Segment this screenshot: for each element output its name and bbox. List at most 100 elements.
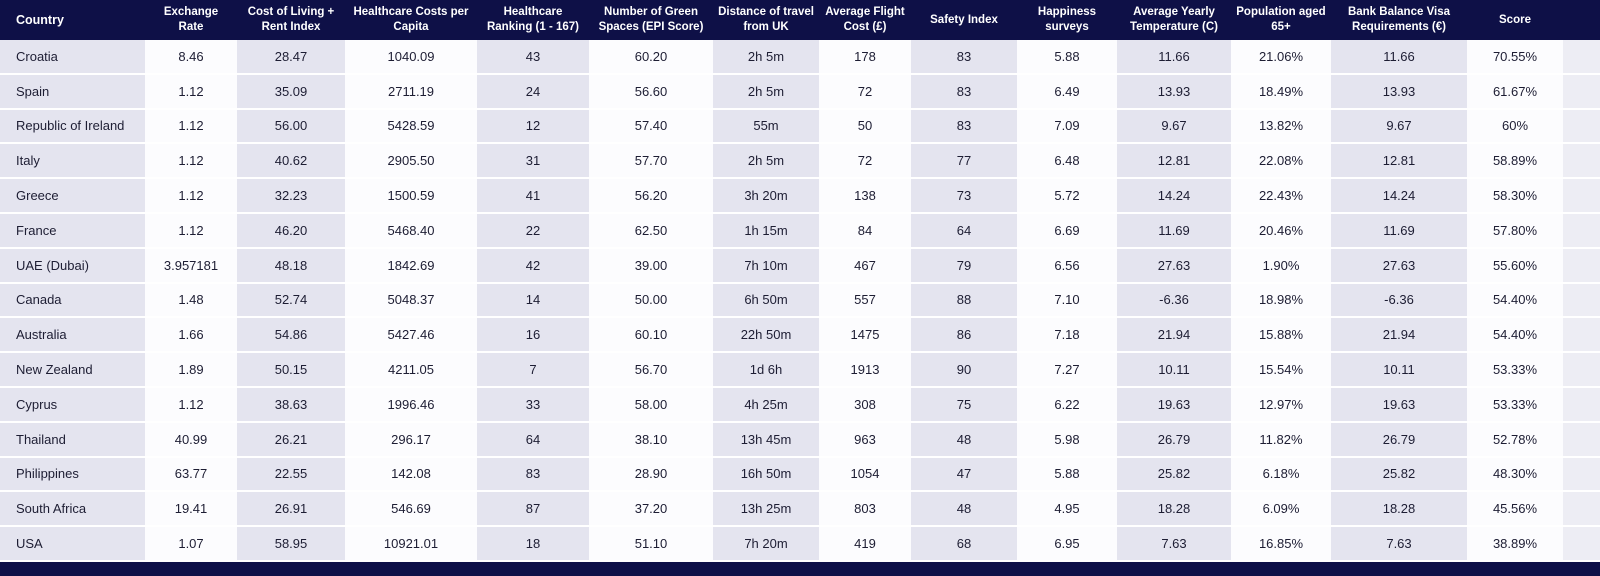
cell-average_flight_cost: 1475	[819, 318, 911, 354]
cell-exchange_rate: 40.99	[145, 422, 237, 458]
cell-country: Spain	[0, 74, 145, 110]
cell-green_spaces_epi_score: 60.20	[589, 40, 713, 75]
row-spacer	[1563, 387, 1600, 423]
cell-safety_index: 86	[911, 318, 1017, 354]
cell-exchange_rate: 1.12	[145, 179, 237, 214]
cell-country: Philippines	[0, 457, 145, 493]
cell-green_spaces_epi_score: 38.10	[589, 422, 713, 458]
cell-healthcare_costs_per_capita: 5468.40	[345, 213, 477, 249]
header-row: Country Exchange Rate Cost of Living + Ren…	[0, 0, 1600, 40]
cell-green_spaces_epi_score: 57.40	[589, 109, 713, 145]
column-header-healthcare_ranking: Healthcare Ranking (1 - 167)	[477, 0, 589, 40]
cell-cost_of_living_rent_index: 40.62	[237, 144, 345, 180]
cell-average_yearly_temperature: 27.63	[1117, 248, 1231, 284]
cell-average_flight_cost: 963	[819, 422, 911, 458]
cell-score: 54.40%	[1467, 283, 1563, 319]
table-row: Republic of Ireland 1.12 56.00 5428.59 12 57.…	[0, 109, 1600, 145]
row-spacer	[1563, 179, 1600, 214]
cell-green_spaces_epi_score: 37.20	[589, 492, 713, 528]
cell-distance_of_travel_from_uk: 22h 50m	[713, 318, 819, 354]
cell-green_spaces_epi_score: 50.00	[589, 283, 713, 319]
cell-distance_of_travel_from_uk: 4h 25m	[713, 387, 819, 423]
cell-average_flight_cost: 50	[819, 109, 911, 145]
column-header-cost_of_living_rent_index: Cost of Living + Rent Index	[237, 0, 345, 40]
cell-average_yearly_temperature: 11.69	[1117, 213, 1231, 249]
cell-green_spaces_epi_score: 56.20	[589, 179, 713, 214]
cell-average_yearly_temperature: 18.28	[1117, 492, 1231, 528]
cell-healthcare_costs_per_capita: 1996.46	[345, 387, 477, 423]
cell-happiness_surveys: 5.88	[1017, 40, 1117, 75]
row-spacer	[1563, 527, 1600, 562]
table-row: France 1.12 46.20 5468.40 22 62.50 1h 15m 84 64 6…	[0, 213, 1600, 249]
cell-distance_of_travel_from_uk: 6h 50m	[713, 283, 819, 319]
row-spacer	[1563, 353, 1600, 388]
row-spacer	[1563, 492, 1600, 528]
cell-happiness_surveys: 5.98	[1017, 422, 1117, 458]
cell-distance_of_travel_from_uk: 7h 10m	[713, 248, 819, 284]
cell-green_spaces_epi_score: 60.10	[589, 318, 713, 354]
row-spacer	[1563, 144, 1600, 180]
cell-population_aged_65_plus: 15.54%	[1231, 353, 1331, 388]
column-header-score: Score	[1467, 0, 1563, 40]
cell-cost_of_living_rent_index: 56.00	[237, 109, 345, 145]
country-comparison-table: Country Exchange Rate Cost of Living + Ren…	[0, 0, 1600, 562]
cell-score: 70.55%	[1467, 40, 1563, 75]
cell-population_aged_65_plus: 6.18%	[1231, 457, 1331, 493]
cell-distance_of_travel_from_uk: 16h 50m	[713, 457, 819, 493]
row-spacer	[1563, 248, 1600, 284]
cell-healthcare_costs_per_capita: 546.69	[345, 492, 477, 528]
cell-bank_balance_visa_requirements: 25.82	[1331, 457, 1467, 493]
cell-safety_index: 83	[911, 109, 1017, 145]
cell-cost_of_living_rent_index: 32.23	[237, 179, 345, 214]
cell-average_yearly_temperature: -6.36	[1117, 283, 1231, 319]
cell-exchange_rate: 1.12	[145, 213, 237, 249]
cell-safety_index: 48	[911, 422, 1017, 458]
cell-green_spaces_epi_score: 56.60	[589, 74, 713, 110]
table-row: New Zealand 1.89 50.15 4211.05 7 56.70 1d 6h 19…	[0, 353, 1600, 388]
cell-exchange_rate: 19.41	[145, 492, 237, 528]
table-row: South Africa 19.41 26.91 546.69 87 37.20 13h 2…	[0, 492, 1600, 528]
cell-score: 52.78%	[1467, 422, 1563, 458]
cell-exchange_rate: 1.89	[145, 353, 237, 388]
row-spacer	[1563, 422, 1600, 458]
cell-green_spaces_epi_score: 28.90	[589, 457, 713, 493]
cell-healthcare_costs_per_capita: 2905.50	[345, 144, 477, 180]
cell-happiness_surveys: 6.56	[1017, 248, 1117, 284]
cell-safety_index: 75	[911, 387, 1017, 423]
cell-distance_of_travel_from_uk: 13h 45m	[713, 422, 819, 458]
cell-score: 58.30%	[1467, 179, 1563, 214]
cell-exchange_rate: 1.48	[145, 283, 237, 319]
cell-happiness_surveys: 7.09	[1017, 109, 1117, 145]
cell-safety_index: 73	[911, 179, 1017, 214]
column-header-safety_index: Safety Index	[911, 0, 1017, 40]
column-header-average_yearly_temperature: Average Yearly Temperature (C)	[1117, 0, 1231, 40]
cell-happiness_surveys: 4.95	[1017, 492, 1117, 528]
cell-score: 53.33%	[1467, 387, 1563, 423]
cell-safety_index: 88	[911, 283, 1017, 319]
cell-score: 61.67%	[1467, 74, 1563, 110]
cell-distance_of_travel_from_uk: 2h 5m	[713, 40, 819, 75]
cell-average_flight_cost: 557	[819, 283, 911, 319]
table-header: Country Exchange Rate Cost of Living + Ren…	[0, 0, 1600, 40]
cell-country: France	[0, 213, 145, 249]
cell-score: 54.40%	[1467, 318, 1563, 354]
cell-distance_of_travel_from_uk: 7h 20m	[713, 527, 819, 562]
cell-safety_index: 68	[911, 527, 1017, 562]
cell-bank_balance_visa_requirements: -6.36	[1331, 283, 1467, 319]
table-body: Croatia 8.46 28.47 1040.09 43 60.20 2h 5m 178 83…	[0, 40, 1600, 562]
column-header-distance_of_travel_from_uk: Distance of travel from UK	[713, 0, 819, 40]
cell-average_flight_cost: 72	[819, 74, 911, 110]
cell-average_yearly_temperature: 9.67	[1117, 109, 1231, 145]
cell-exchange_rate: 1.07	[145, 527, 237, 562]
cell-average_flight_cost: 803	[819, 492, 911, 528]
table-row: Australia 1.66 54.86 5427.46 16 60.10 22h 50m 1…	[0, 318, 1600, 354]
cell-score: 60%	[1467, 109, 1563, 145]
cell-distance_of_travel_from_uk: 55m	[713, 109, 819, 145]
cell-healthcare_ranking: 18	[477, 527, 589, 562]
cell-healthcare_ranking: 22	[477, 213, 589, 249]
column-header-exchange_rate: Exchange Rate	[145, 0, 237, 40]
cell-average_flight_cost: 178	[819, 40, 911, 75]
cell-cost_of_living_rent_index: 35.09	[237, 74, 345, 110]
cell-average_flight_cost: 308	[819, 387, 911, 423]
column-header-happiness_surveys: Happiness surveys	[1017, 0, 1117, 40]
